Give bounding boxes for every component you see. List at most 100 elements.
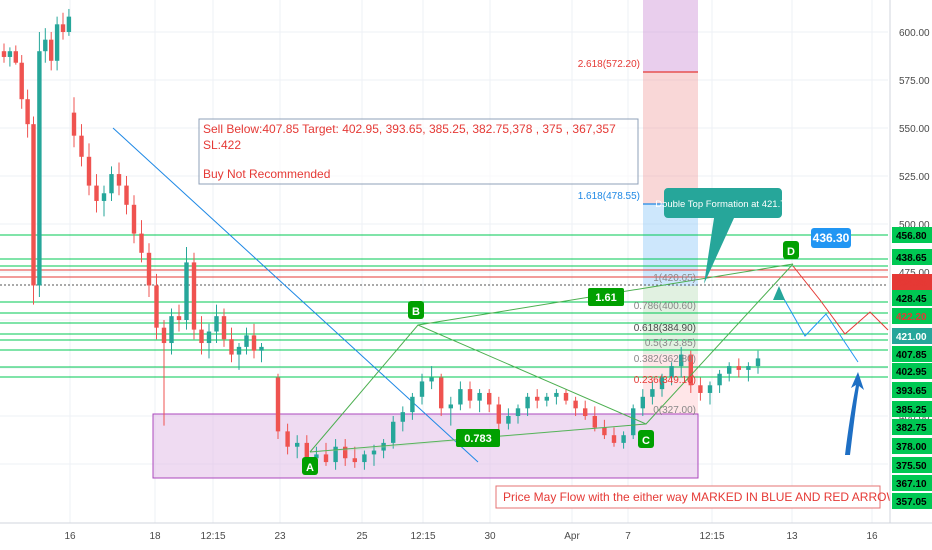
candle[interactable] bbox=[259, 343, 264, 363]
candle[interactable] bbox=[295, 435, 300, 459]
candle[interactable] bbox=[736, 358, 741, 378]
candle[interactable] bbox=[352, 446, 357, 468]
candle[interactable] bbox=[43, 28, 48, 63]
candle[interactable] bbox=[631, 404, 636, 440]
candle[interactable] bbox=[221, 308, 227, 347]
candle[interactable] bbox=[458, 381, 463, 411]
candle[interactable] bbox=[214, 304, 219, 344]
candle[interactable] bbox=[467, 381, 473, 409]
candle[interactable] bbox=[410, 392, 415, 420]
price-level-badge[interactable]: 428.45 bbox=[892, 290, 932, 306]
price-level-badge[interactable]: 421.00 bbox=[892, 328, 932, 344]
price-level-badge[interactable]: 393.65 bbox=[892, 382, 932, 398]
price-level-badge[interactable]: 438.65 bbox=[892, 249, 932, 265]
candle[interactable] bbox=[669, 362, 674, 386]
candle[interactable] bbox=[583, 400, 588, 420]
candle[interactable] bbox=[544, 392, 549, 407]
candle[interactable] bbox=[525, 392, 530, 416]
candle[interactable] bbox=[679, 346, 684, 378]
candle[interactable] bbox=[640, 389, 645, 416]
candle[interactable] bbox=[206, 323, 212, 359]
candle[interactable] bbox=[71, 97, 77, 148]
candle[interactable] bbox=[448, 396, 453, 426]
candle[interactable] bbox=[109, 166, 114, 201]
candle[interactable] bbox=[139, 220, 144, 263]
candle[interactable] bbox=[169, 308, 174, 355]
candle[interactable] bbox=[496, 396, 501, 432]
candle[interactable] bbox=[391, 416, 396, 449]
candle[interactable] bbox=[79, 124, 84, 167]
candlesticks[interactable] bbox=[1, 8, 761, 470]
price-level-badge[interactable]: 434.95 bbox=[892, 274, 932, 290]
candle[interactable] bbox=[535, 389, 540, 409]
candle[interactable] bbox=[707, 381, 713, 405]
candle[interactable] bbox=[60, 12, 66, 40]
candle[interactable] bbox=[184, 247, 189, 330]
candle[interactable] bbox=[487, 389, 492, 413]
candle[interactable] bbox=[31, 116, 36, 305]
candle[interactable] bbox=[49, 32, 54, 71]
candle[interactable] bbox=[229, 327, 234, 363]
candle[interactable] bbox=[563, 389, 569, 405]
candle[interactable] bbox=[621, 431, 626, 449]
candle[interactable] bbox=[659, 373, 665, 397]
candle[interactable] bbox=[37, 32, 42, 297]
price-level-badge[interactable]: 382.75 bbox=[892, 419, 932, 435]
price-level-badge[interactable]: 385.25 bbox=[892, 401, 932, 417]
candle[interactable] bbox=[506, 408, 511, 430]
price-level-badge[interactable]: 422.20 bbox=[892, 308, 932, 324]
candle[interactable] bbox=[746, 362, 751, 382]
trade-note[interactable]: Sell Below:407.85 Target: 402.95, 393.65… bbox=[198, 118, 898, 509]
candle[interactable] bbox=[101, 185, 107, 217]
candle[interactable] bbox=[161, 320, 167, 426]
candle[interactable] bbox=[199, 316, 204, 355]
price-level-badge[interactable]: 402.95 bbox=[892, 363, 932, 379]
price-level-badge[interactable]: 375.50 bbox=[892, 457, 932, 473]
candle[interactable] bbox=[285, 423, 290, 455]
candle[interactable] bbox=[515, 404, 521, 424]
candle[interactable] bbox=[400, 406, 405, 432]
price-level-badge[interactable]: 407.85 bbox=[892, 346, 932, 362]
candle[interactable] bbox=[371, 444, 377, 466]
price-level-badge[interactable]: 357.05 bbox=[892, 493, 932, 509]
candle[interactable] bbox=[94, 174, 99, 213]
candle[interactable] bbox=[688, 350, 693, 393]
price-level-badge[interactable]: 456.80 bbox=[892, 227, 932, 243]
candle[interactable] bbox=[251, 323, 257, 359]
candle[interactable] bbox=[86, 143, 92, 196]
candle[interactable] bbox=[124, 176, 129, 215]
candle[interactable] bbox=[477, 389, 482, 413]
candle[interactable] bbox=[611, 427, 617, 447]
candle[interactable] bbox=[323, 442, 329, 466]
candle[interactable] bbox=[146, 243, 152, 297]
candle[interactable] bbox=[19, 55, 24, 109]
candle[interactable] bbox=[236, 343, 242, 370]
candle[interactable] bbox=[154, 273, 159, 340]
price-axis[interactable]: 600.00575.00550.00525.00500.00475.00450.… bbox=[889, 0, 932, 550]
candle[interactable] bbox=[176, 304, 182, 332]
candle[interactable] bbox=[66, 8, 72, 36]
candle[interactable] bbox=[554, 389, 559, 405]
candle[interactable] bbox=[54, 16, 60, 71]
candle[interactable] bbox=[244, 327, 249, 355]
candle[interactable] bbox=[573, 396, 578, 416]
candle[interactable] bbox=[727, 362, 732, 382]
price-level-badge[interactable]: 367.10 bbox=[892, 475, 932, 491]
candle[interactable] bbox=[362, 450, 367, 470]
candle[interactable] bbox=[592, 406, 597, 432]
candle[interactable] bbox=[7, 47, 13, 67]
candle[interactable] bbox=[602, 419, 607, 440]
candle[interactable] bbox=[1, 43, 7, 63]
candle[interactable] bbox=[131, 195, 137, 244]
candle[interactable] bbox=[419, 373, 425, 405]
candle[interactable] bbox=[191, 252, 197, 340]
candle[interactable] bbox=[13, 45, 18, 65]
price-level-badge[interactable]: 378.00 bbox=[892, 438, 932, 454]
time-axis[interactable]: 16 18 12:15 23 25 12:15 30 Apr 7 12:15 13 16 bbox=[0, 522, 932, 550]
candle[interactable] bbox=[439, 373, 444, 416]
candle[interactable] bbox=[333, 439, 338, 470]
candle[interactable] bbox=[717, 369, 722, 393]
candle[interactable] bbox=[650, 381, 655, 405]
candle[interactable] bbox=[755, 350, 761, 374]
